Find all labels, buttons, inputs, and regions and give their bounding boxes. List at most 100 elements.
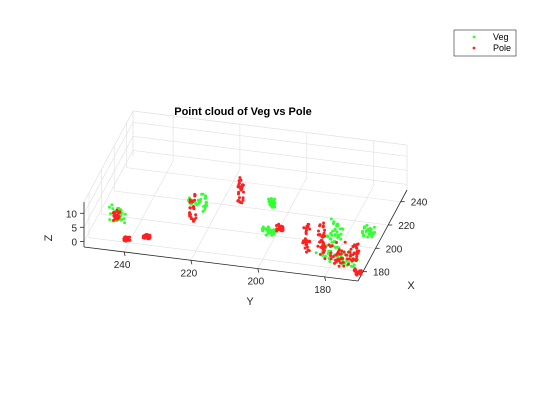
point-veg <box>122 217 126 221</box>
point-pole <box>329 257 333 261</box>
series-pole <box>111 176 363 277</box>
point-pole <box>188 211 192 215</box>
x-tick-label: 220 <box>398 221 415 232</box>
point-veg <box>120 211 124 215</box>
point-pole <box>335 241 338 244</box>
point-veg <box>264 233 268 237</box>
point-pole <box>240 201 244 205</box>
point-pole <box>323 257 327 261</box>
point-veg <box>372 225 376 229</box>
point-pole <box>122 236 126 240</box>
point-veg <box>269 203 273 207</box>
point-veg <box>269 231 273 235</box>
point-pole <box>355 273 359 277</box>
z-tick-label: 5 <box>71 223 77 234</box>
grid-line <box>132 150 408 185</box>
grid-line <box>83 136 134 228</box>
grid-line <box>123 160 174 253</box>
point-veg <box>339 232 343 236</box>
point-pole <box>355 257 358 261</box>
point-veg <box>330 240 334 244</box>
point-pole <box>321 247 325 251</box>
point-veg <box>109 212 112 216</box>
point-pole <box>322 221 326 225</box>
y-axis-label: Y <box>246 296 254 308</box>
point-pole <box>278 224 282 228</box>
point-pole <box>349 247 353 251</box>
y-tick-label: 180 <box>314 285 331 296</box>
point-veg <box>333 233 337 237</box>
grid-line <box>132 122 408 157</box>
point-pole <box>329 254 332 258</box>
point-pole <box>193 192 197 196</box>
point-pole <box>322 231 326 235</box>
x-tick-label: 180 <box>373 268 390 279</box>
legend-pole-label: Pole <box>493 43 511 53</box>
point-pole <box>337 264 341 268</box>
x-tick-label: 240 <box>411 198 428 209</box>
grid-line <box>88 237 364 272</box>
y-tick-label: 220 <box>181 268 198 279</box>
point-veg <box>366 235 370 239</box>
point-veg <box>107 205 111 209</box>
point-pole <box>333 261 336 265</box>
point-pole <box>194 213 198 217</box>
y-tick-label: 200 <box>247 277 264 288</box>
point-pole <box>321 224 325 228</box>
grid-line <box>101 214 376 249</box>
point-pole <box>239 187 243 190</box>
point-pole <box>304 243 308 247</box>
point-pole <box>191 205 195 209</box>
point-pole <box>237 190 241 194</box>
y-tick-mark <box>257 268 260 273</box>
y-tick-mark <box>190 260 193 265</box>
point-pole <box>351 245 355 249</box>
point-pole <box>341 260 345 264</box>
point-veg <box>336 233 340 237</box>
point-veg <box>326 235 330 239</box>
point-pole <box>321 251 325 255</box>
point-pole <box>316 244 320 248</box>
point-pole <box>349 253 353 257</box>
point-pole <box>146 237 150 241</box>
grid-line <box>83 150 134 242</box>
point-veg <box>333 227 337 231</box>
point-veg <box>203 207 207 211</box>
point-pole <box>323 228 327 232</box>
point-veg <box>339 237 343 241</box>
point-veg <box>196 198 200 202</box>
point-veg <box>328 260 332 263</box>
point-veg <box>327 249 331 253</box>
point-pole <box>306 225 310 229</box>
grid-line <box>257 177 308 269</box>
point-pole <box>318 233 322 236</box>
point-pole <box>342 264 346 268</box>
point-pole <box>317 229 320 233</box>
point-pole <box>303 246 307 250</box>
point-pole <box>307 222 311 226</box>
point-pole <box>188 206 192 210</box>
point-pole <box>241 196 245 200</box>
point-veg <box>328 237 332 241</box>
point-veg <box>370 235 374 239</box>
point-pole <box>275 224 278 227</box>
x-axis-line <box>357 189 408 282</box>
point-pole <box>318 224 322 228</box>
x-axis-label: X <box>407 280 415 292</box>
grid-lines <box>83 110 408 278</box>
point-pole <box>318 240 322 244</box>
z-tick-label: 10 <box>66 209 78 220</box>
point-pole <box>346 262 350 266</box>
point-veg <box>329 232 333 236</box>
y-tick-mark <box>324 276 326 281</box>
point-pole <box>241 198 245 202</box>
point-pole <box>356 242 360 246</box>
point-pole <box>128 238 132 242</box>
point-veg <box>365 223 369 227</box>
grid-line <box>190 169 241 261</box>
point-pole <box>308 227 312 231</box>
point-pole <box>353 269 357 273</box>
point-pole <box>302 226 306 230</box>
point-pole <box>329 251 333 255</box>
point-veg <box>373 231 377 234</box>
